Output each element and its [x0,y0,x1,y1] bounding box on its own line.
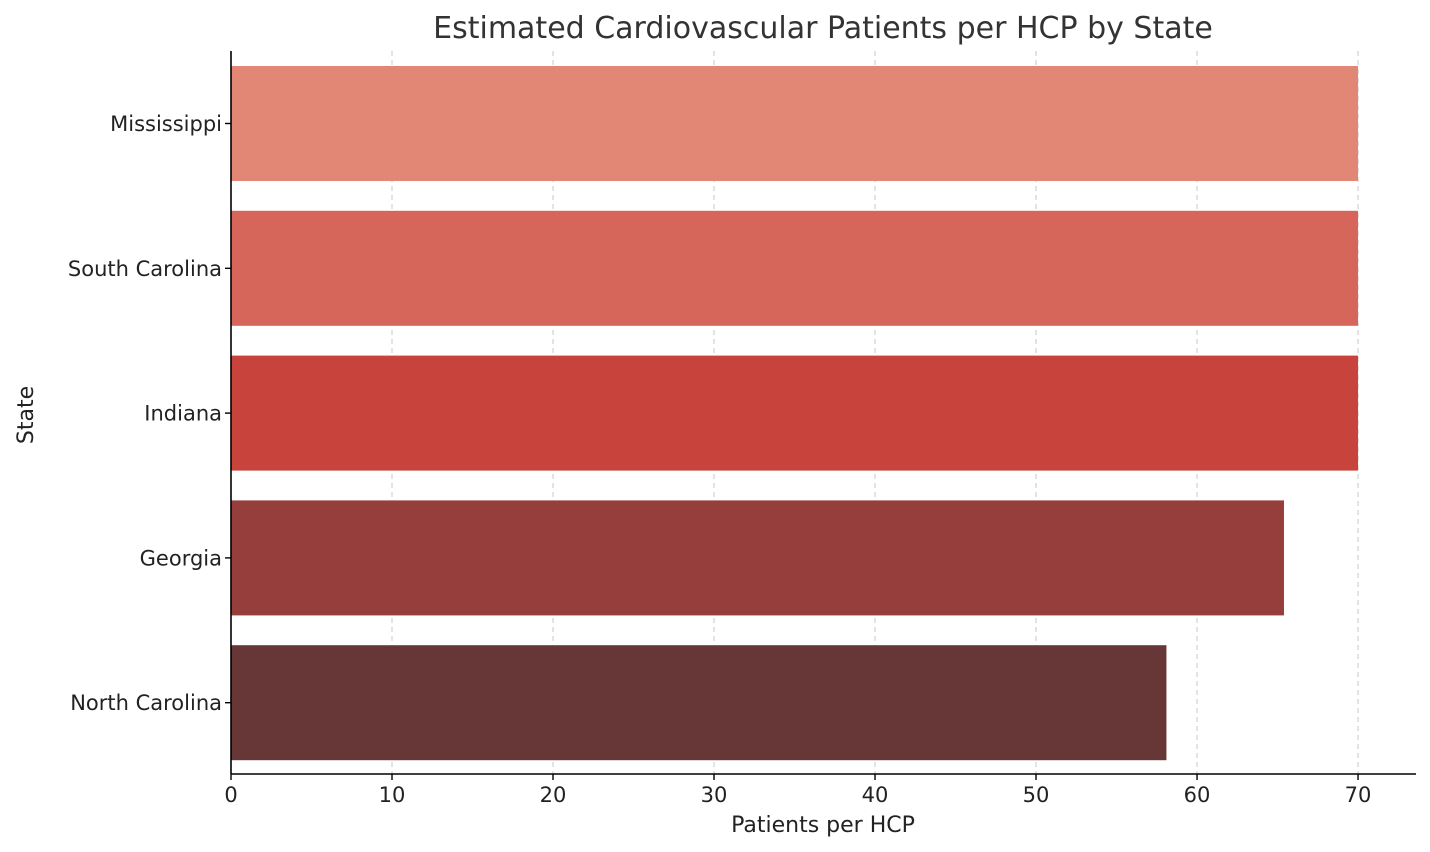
x-tick-label-4: 40 [862,783,889,807]
bar-south-carolina [231,210,1359,326]
y-tick-label-4: North Carolina [70,691,222,715]
x-axis-label: Patients per HCP [731,813,915,838]
y-tick-label-0: Mississippi [110,112,222,136]
bar-mississippi [231,66,1359,181]
y-tick-label-2: Indiana [144,402,222,426]
bar-georgia [231,500,1284,616]
bar-north-carolina [231,645,1167,761]
x-tick-label-5: 50 [1023,783,1050,807]
x-tick-label-7: 70 [1345,783,1372,807]
x-axis-ticks: 0 10 20 30 40 50 60 70 [224,774,1371,807]
bar-indiana [231,355,1359,471]
y-tick-label-3: Georgia [140,546,222,570]
chart-title: Estimated Cardiovascular Patients per HC… [433,11,1213,46]
x-tick-label-2: 20 [540,783,567,807]
y-tick-label-1: South Carolina [68,257,222,281]
bars [231,66,1359,761]
x-tick-label-3: 30 [701,783,728,807]
x-tick-label-0: 0 [224,783,237,807]
y-axis-ticks: Mississippi South Carolina Indiana Georgia N… [68,112,231,715]
x-tick-label-1: 10 [379,783,406,807]
x-tick-label-6: 60 [1184,783,1211,807]
y-axis-label: State [14,386,39,444]
